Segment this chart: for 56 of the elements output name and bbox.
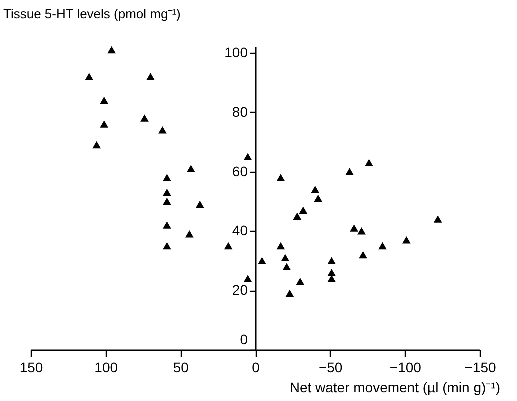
point [328, 275, 336, 282]
y-tick-label: 0 [240, 332, 248, 348]
point [314, 194, 323, 202]
point [434, 216, 442, 223]
point [359, 251, 368, 259]
y-tick-label: 60 [232, 163, 248, 180]
point [224, 242, 233, 250]
point [258, 257, 266, 265]
point [293, 212, 302, 220]
point [365, 159, 374, 166]
point [281, 254, 290, 262]
y-axis-title: Tissue 5-HT levels (pmol mg⁻¹) [4, 6, 181, 22]
x-tick-label: −150 [464, 360, 496, 376]
point [244, 153, 252, 161]
point [244, 275, 252, 282]
point [108, 46, 116, 54]
point [282, 263, 292, 270]
point [378, 242, 387, 250]
point [276, 242, 286, 250]
y-tick-label: 100 [224, 44, 248, 60]
x-tick-label: 0 [252, 360, 260, 376]
point [196, 200, 204, 208]
x-axis-title: Net water movement (µl (min g)⁻¹) [290, 380, 500, 396]
point [140, 114, 149, 122]
x-tick-label: 100 [94, 360, 118, 376]
point [296, 278, 305, 286]
point [146, 73, 155, 80]
point [92, 141, 102, 149]
y-tick-label: 80 [232, 104, 248, 120]
point [163, 188, 172, 196]
point [311, 186, 320, 194]
y-tick-label: 20 [232, 282, 248, 298]
point [158, 126, 167, 134]
point [100, 120, 109, 128]
point [276, 174, 286, 182]
x-tick-label: 50 [173, 360, 190, 376]
point [358, 228, 366, 235]
point [163, 222, 172, 229]
point [186, 165, 196, 172]
point [402, 236, 411, 244]
point [163, 174, 172, 182]
y-tick-label: 40 [232, 222, 248, 239]
point [185, 230, 194, 238]
point [346, 168, 354, 176]
point [286, 290, 294, 298]
point [328, 257, 336, 265]
x-tick-label: −100 [390, 360, 422, 376]
point [328, 269, 336, 276]
point [299, 206, 308, 214]
point [163, 242, 172, 250]
point [100, 96, 109, 104]
x-tick-label: 150 [20, 360, 44, 376]
point [163, 198, 172, 206]
x-tick-label: −50 [318, 360, 343, 376]
point [350, 224, 358, 232]
point [85, 73, 94, 80]
